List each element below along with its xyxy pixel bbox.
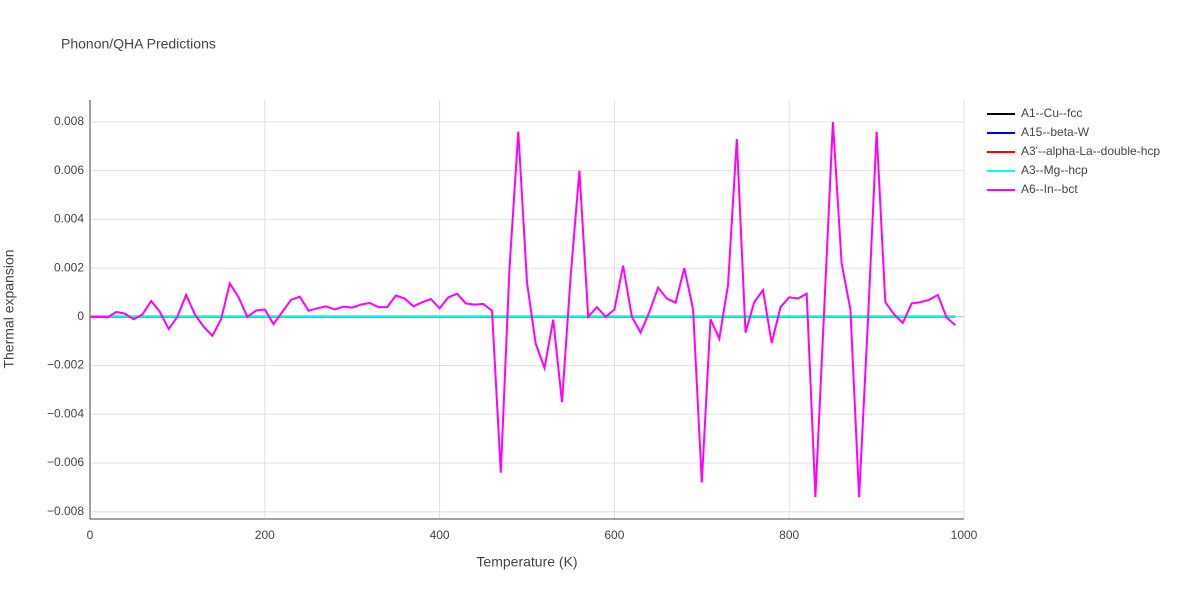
y-axis-label: Thermal expansion <box>1 249 17 368</box>
x-tick-label: 600 <box>604 528 624 542</box>
x-tick-label: 200 <box>255 528 275 542</box>
x-tick-label: 400 <box>430 528 450 542</box>
y-tick-label: 0.004 <box>54 212 84 226</box>
legend-label: A6--In--bct <box>1021 182 1078 196</box>
series-line <box>90 121 956 498</box>
y-tick-label: 0 <box>77 309 84 323</box>
x-tick-label: 1000 <box>951 528 978 542</box>
x-tick-label: 0 <box>87 528 94 542</box>
y-tick-label: −0.008 <box>47 504 84 518</box>
y-tick-label: 0.006 <box>54 163 84 177</box>
y-tick-label: 0.002 <box>54 260 84 274</box>
y-tick-label: 0.008 <box>54 114 84 128</box>
legend-label: A3'--alpha-La--double-hcp <box>1021 144 1160 158</box>
y-tick-label: −0.006 <box>47 455 84 469</box>
legend-label: A3--Mg--hcp <box>1021 163 1088 177</box>
legend-label: A1--Cu--fcc <box>1021 106 1082 120</box>
legend-label: A15--beta-W <box>1021 125 1090 139</box>
x-tick-label: 800 <box>779 528 799 542</box>
y-tick-label: −0.002 <box>47 358 84 372</box>
y-tick-label: −0.004 <box>47 406 84 420</box>
chart-title: Phonon/QHA Predictions <box>61 36 216 52</box>
x-axis-label: Temperature (K) <box>476 554 577 570</box>
